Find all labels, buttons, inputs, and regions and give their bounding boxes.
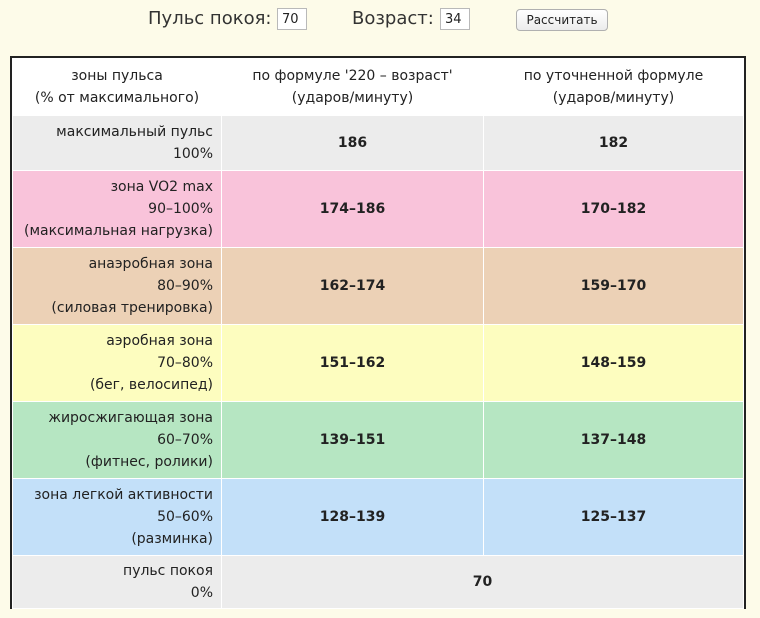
formula-220-cell: 139–151 bbox=[221, 401, 484, 479]
zone-cell: максимальный пульс 100% bbox=[12, 115, 222, 171]
header-zones: зоны пульса (% от максимального) bbox=[12, 58, 222, 116]
table-row-fat-burning: жиросжигающая зона 60–70% (фитнес, ролик… bbox=[12, 401, 744, 479]
formula-220-cell: 186 bbox=[221, 115, 484, 171]
refined-formula-cell: 182 bbox=[483, 115, 744, 171]
refined-formula-cell: 148–159 bbox=[483, 324, 744, 402]
table-row-max-pulse: максимальный пульс 100% 186 182 bbox=[12, 115, 744, 171]
age-label: Возраст: bbox=[352, 8, 434, 29]
refined-formula-cell: 137–148 bbox=[483, 401, 744, 479]
rest-pulse-label: Пульс покоя: bbox=[148, 8, 272, 29]
rest-pulse-input[interactable] bbox=[277, 8, 307, 30]
table-row-vo2max: зона VO2 max 90–100% (максимальная нагру… bbox=[12, 170, 744, 248]
zone-cell: пульс покоя 0% bbox=[12, 555, 222, 609]
zone-cell: анаэробная зона 80–90% (силовая трениров… bbox=[12, 247, 222, 325]
formula-220-cell: 174–186 bbox=[221, 170, 484, 248]
formula-220-cell: 162–174 bbox=[221, 247, 484, 325]
header-formula-220: по формуле '220 – возраст' (ударов/минут… bbox=[221, 58, 484, 116]
zone-cell: аэробная зона 70–80% (бег, велосипед) bbox=[12, 324, 222, 402]
controls-bar: Пульс покоя: Возраст: Рассчитать bbox=[0, 0, 760, 44]
zone-cell: зона легкой активности 50–60% (разминка) bbox=[12, 478, 222, 556]
table-row-rest-pulse: пульс покоя 0% 70 bbox=[12, 555, 744, 609]
refined-formula-cell: 125–137 bbox=[483, 478, 744, 556]
formula-220-cell: 128–139 bbox=[221, 478, 484, 556]
refined-formula-cell: 170–182 bbox=[483, 170, 744, 248]
header-refined-formula: по уточненной формуле (ударов/минуту) bbox=[483, 58, 744, 116]
table-header-row: зоны пульса (% от максимального) по форм… bbox=[12, 58, 744, 116]
zone-cell: жиросжигающая зона 60–70% (фитнес, ролик… bbox=[12, 401, 222, 479]
rest-pulse-value-cell: 70 bbox=[221, 555, 744, 609]
age-input[interactable] bbox=[440, 8, 470, 30]
calculate-button[interactable]: Рассчитать bbox=[516, 9, 608, 31]
heart-rate-zones-table: зоны пульса (% от максимального) по форм… bbox=[10, 56, 746, 609]
table-row-aerobic: аэробная зона 70–80% (бег, велосипед) 15… bbox=[12, 324, 744, 402]
zone-cell: зона VO2 max 90–100% (максимальная нагру… bbox=[12, 170, 222, 248]
refined-formula-cell: 159–170 bbox=[483, 247, 744, 325]
table-row-light-activity: зона легкой активности 50–60% (разминка)… bbox=[12, 478, 744, 556]
table-row-anaerobic: анаэробная зона 80–90% (силовая трениров… bbox=[12, 247, 744, 325]
formula-220-cell: 151–162 bbox=[221, 324, 484, 402]
